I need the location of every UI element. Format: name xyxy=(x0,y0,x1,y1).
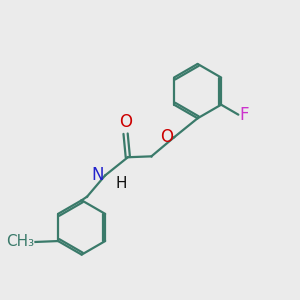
Text: O: O xyxy=(118,113,132,131)
Text: F: F xyxy=(240,106,249,124)
Text: H: H xyxy=(115,176,127,191)
Text: O: O xyxy=(160,128,173,146)
Text: N: N xyxy=(91,166,103,184)
Text: CH₃: CH₃ xyxy=(6,235,34,250)
